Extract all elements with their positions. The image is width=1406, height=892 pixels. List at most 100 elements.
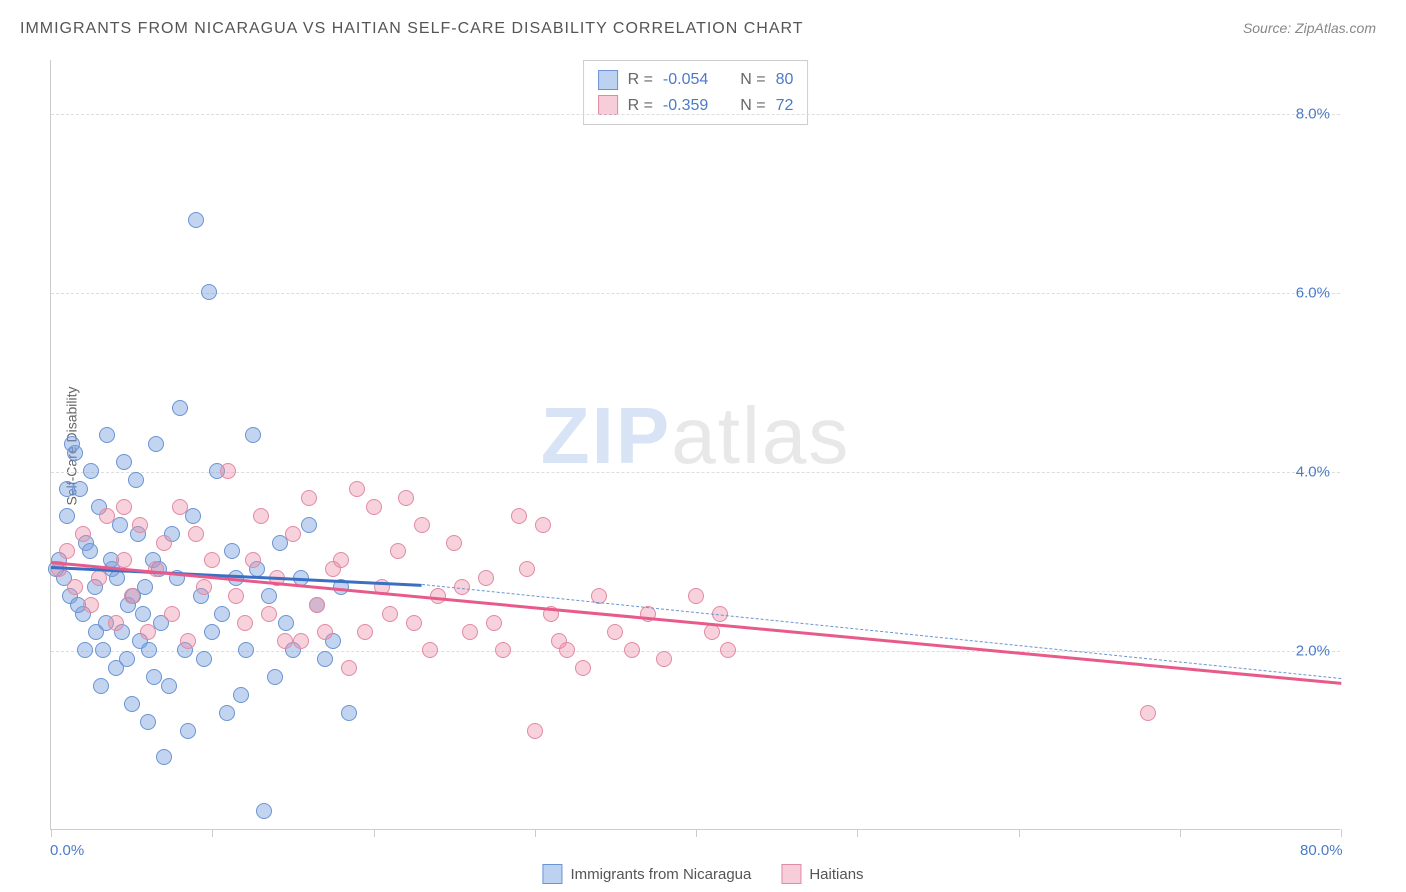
data-point: [204, 624, 220, 640]
data-point: [135, 606, 151, 622]
r-value: -0.054: [663, 67, 708, 93]
data-point: [519, 561, 535, 577]
data-point: [382, 606, 398, 622]
data-point: [132, 517, 148, 533]
data-point: [99, 508, 115, 524]
data-point: [99, 427, 115, 443]
data-point: [293, 633, 309, 649]
x-tick: [1341, 829, 1342, 837]
data-point: [124, 588, 140, 604]
data-point: [325, 561, 341, 577]
data-point: [317, 624, 333, 640]
data-point: [253, 508, 269, 524]
data-point: [196, 651, 212, 667]
data-point: [301, 490, 317, 506]
y-tick-label: 4.0%: [1296, 463, 1330, 480]
data-point: [59, 481, 75, 497]
data-point: [59, 508, 75, 524]
data-point: [172, 400, 188, 416]
data-point: [161, 678, 177, 694]
watermark-zip: ZIP: [541, 390, 671, 479]
source-name: ZipAtlas.com: [1295, 20, 1376, 36]
data-point: [607, 624, 623, 640]
data-point: [720, 642, 736, 658]
gridline-h: [51, 472, 1340, 473]
data-point: [366, 499, 382, 515]
legend-item: Immigrants from Nicaragua: [542, 864, 751, 884]
data-point: [224, 543, 240, 559]
data-point: [156, 535, 172, 551]
data-point: [341, 705, 357, 721]
data-point: [285, 526, 301, 542]
data-point: [196, 579, 212, 595]
data-point: [535, 517, 551, 533]
legend-swatch: [542, 864, 562, 884]
data-point: [172, 499, 188, 515]
data-point: [238, 642, 254, 658]
y-tick-label: 8.0%: [1296, 105, 1330, 122]
y-tick-label: 6.0%: [1296, 284, 1330, 301]
trend-line: [422, 584, 1341, 679]
data-point: [220, 463, 236, 479]
data-point: [446, 535, 462, 551]
r-label: R =: [628, 67, 653, 93]
data-point: [478, 570, 494, 586]
data-point: [704, 624, 720, 640]
data-point: [317, 651, 333, 667]
data-point: [119, 651, 135, 667]
data-point: [180, 723, 196, 739]
watermark-atlas: atlas: [671, 390, 850, 479]
watermark: ZIPatlas: [541, 389, 850, 481]
data-point: [267, 669, 283, 685]
data-point: [75, 526, 91, 542]
legend-label: Immigrants from Nicaragua: [570, 866, 751, 883]
data-point: [261, 606, 277, 622]
data-point: [309, 597, 325, 613]
x-tick-label: 0.0%: [50, 842, 84, 859]
x-tick: [857, 829, 858, 837]
data-point: [551, 633, 567, 649]
data-point: [414, 517, 430, 533]
source-attribution: Source: ZipAtlas.com: [1243, 20, 1376, 36]
data-point: [422, 642, 438, 658]
x-tick: [535, 829, 536, 837]
stats-legend: R = -0.054N = 80R = -0.359N = 72: [583, 60, 809, 125]
data-point: [116, 454, 132, 470]
legend-swatch: [598, 95, 618, 115]
data-point: [237, 615, 253, 631]
data-point: [656, 651, 672, 667]
x-tick-label: 80.0%: [1300, 842, 1343, 859]
bottom-legend: Immigrants from NicaraguaHaitians: [542, 864, 863, 884]
data-point: [83, 463, 99, 479]
data-point: [575, 660, 591, 676]
data-point: [201, 284, 217, 300]
x-tick: [212, 829, 213, 837]
data-point: [261, 588, 277, 604]
data-point: [219, 705, 235, 721]
data-point: [204, 552, 220, 568]
chart-title: IMMIGRANTS FROM NICARAGUA VS HAITIAN SEL…: [20, 20, 804, 38]
data-point: [406, 615, 422, 631]
data-point: [1140, 705, 1156, 721]
data-point: [486, 615, 502, 631]
data-point: [146, 669, 162, 685]
data-point: [527, 723, 543, 739]
data-point: [124, 696, 140, 712]
data-point: [511, 508, 527, 524]
data-point: [82, 543, 98, 559]
gridline-h: [51, 114, 1340, 115]
data-point: [180, 633, 196, 649]
data-point: [141, 642, 157, 658]
legend-swatch: [598, 70, 618, 90]
stats-legend-row: R = -0.054N = 80: [598, 67, 794, 93]
data-point: [624, 642, 640, 658]
y-tick-label: 2.0%: [1296, 642, 1330, 659]
data-point: [188, 526, 204, 542]
data-point: [91, 570, 107, 586]
data-point: [59, 543, 75, 559]
data-point: [185, 508, 201, 524]
data-point: [349, 481, 365, 497]
x-tick: [696, 829, 697, 837]
data-point: [341, 660, 357, 676]
data-point: [164, 606, 180, 622]
